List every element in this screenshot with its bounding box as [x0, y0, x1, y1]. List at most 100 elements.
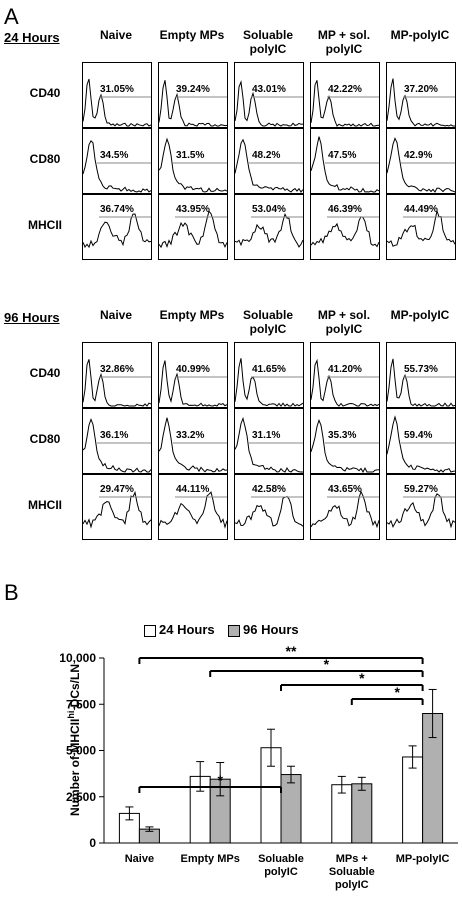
significance-label: **	[286, 643, 297, 659]
gate-percentage: 42.58%	[252, 484, 286, 495]
y-tick-label: 10,000	[59, 651, 96, 665]
section-title: 24 Hours	[4, 30, 60, 45]
significance-label: *	[217, 772, 223, 788]
x-category-label: MP-polyIC	[395, 853, 450, 865]
panel-a-letter: A	[4, 4, 19, 29]
histogram-plot	[83, 417, 151, 473]
histogram-trace	[387, 78, 455, 127]
histogram-box	[158, 194, 228, 260]
histogram-plot	[311, 358, 379, 407]
gate-percentage: 43.65%	[328, 484, 362, 495]
gate-percentage: 40.99%	[176, 364, 210, 375]
histogram-trace	[235, 138, 303, 193]
histogram-box	[234, 408, 304, 474]
legend-label: 24 Hours	[159, 622, 215, 637]
row-header: CD80	[29, 152, 61, 166]
y-axis-label-sup: hi	[66, 710, 76, 719]
histogram-box	[158, 342, 228, 408]
histogram-trace	[235, 80, 303, 127]
legend-swatch	[228, 625, 240, 637]
bar	[402, 756, 424, 844]
histogram-box	[310, 342, 380, 408]
histogram-trace	[235, 495, 303, 527]
histogram-plot	[83, 78, 151, 127]
histogram-plot	[387, 209, 455, 247]
legend-swatch	[144, 625, 156, 637]
gate-percentage: 55.73%	[404, 364, 438, 375]
gate-percentage: 59.27%	[404, 484, 438, 495]
column-header: MP-polyIC	[390, 28, 450, 42]
gate-percentage: 44.49%	[404, 204, 438, 215]
section-title: 96 Hours	[4, 310, 60, 325]
histogram-trace	[235, 358, 303, 407]
histogram-plot	[83, 490, 151, 529]
histogram-box	[234, 128, 304, 194]
y-tick-label: 2,500	[66, 790, 96, 804]
gate-percentage: 43.95%	[176, 204, 210, 215]
histogram-trace	[159, 210, 227, 249]
histogram-plot	[83, 213, 151, 249]
histogram-box	[386, 342, 456, 408]
gate-percentage: 42.22%	[328, 84, 362, 95]
histogram-plot	[159, 491, 227, 529]
y-axis-label-main: Number of MHCII	[68, 718, 82, 816]
histogram-trace	[83, 78, 151, 127]
histogram-plot	[83, 359, 151, 407]
gate-percentage: 44.11%	[176, 484, 210, 495]
gate-percentage: 48.2%	[252, 150, 281, 161]
histogram-plot	[387, 78, 455, 127]
histogram-trace	[83, 213, 151, 249]
y-axis-label-tail: DCs/LN	[68, 663, 82, 711]
gate-percentage: 39.24%	[176, 84, 210, 95]
histogram-plot	[235, 212, 303, 248]
histogram-box	[82, 408, 152, 474]
histogram-plot	[159, 417, 227, 473]
histogram-box	[82, 474, 152, 540]
gate-percentage: 35.3%	[328, 430, 357, 441]
histogram-plot	[235, 495, 303, 527]
gate-percentage: 34.5%	[100, 150, 129, 161]
histogram-trace	[387, 493, 455, 529]
histogram-plot	[159, 80, 227, 127]
x-category-label: Soluable polyIC	[258, 853, 304, 878]
histogram-plot	[159, 360, 227, 407]
histogram-trace	[83, 139, 151, 193]
histogram-box	[234, 194, 304, 260]
histogram-trace	[311, 418, 379, 473]
histogram-trace	[159, 417, 227, 473]
histogram-plot	[387, 137, 455, 193]
histogram-box	[158, 62, 228, 128]
histogram-box	[82, 342, 152, 408]
row-header: CD80	[29, 432, 61, 446]
histogram-trace	[159, 80, 227, 127]
gate-percentage: 36.1%	[100, 430, 129, 441]
histogram-plot	[311, 80, 379, 127]
column-header: MP + sol. polyIC	[317, 28, 371, 56]
significance-label: *	[359, 670, 365, 686]
column-header: Soluable polyIC	[242, 28, 293, 56]
histogram-box	[310, 474, 380, 540]
gate-percentage: 33.2%	[176, 430, 205, 441]
histogram-box	[310, 62, 380, 128]
histogram-trace	[83, 490, 151, 529]
histogram-box	[386, 62, 456, 128]
histogram-box	[234, 342, 304, 408]
histogram-trace	[159, 491, 227, 529]
gate-percentage: 43.01%	[252, 84, 286, 95]
histogram-plot	[235, 80, 303, 127]
histogram-box	[310, 194, 380, 260]
histogram-trace	[387, 415, 455, 473]
histogram-plot	[235, 358, 303, 407]
histogram-box	[386, 408, 456, 474]
gate-percentage: 59.4%	[404, 430, 433, 441]
gate-percentage: 31.1%	[252, 430, 281, 441]
x-category-label: Empty MPs	[180, 853, 240, 865]
legend-label: 96 Hours	[243, 622, 299, 637]
column-header: MP + sol. polyIC	[317, 308, 371, 336]
histogram-plot	[159, 210, 227, 249]
histogram-plot	[235, 138, 303, 193]
histogram-box	[386, 128, 456, 194]
histogram-box	[386, 474, 456, 540]
histogram-plot	[311, 418, 379, 473]
x-category-label: MPs + Soluable polyIC	[328, 853, 375, 891]
